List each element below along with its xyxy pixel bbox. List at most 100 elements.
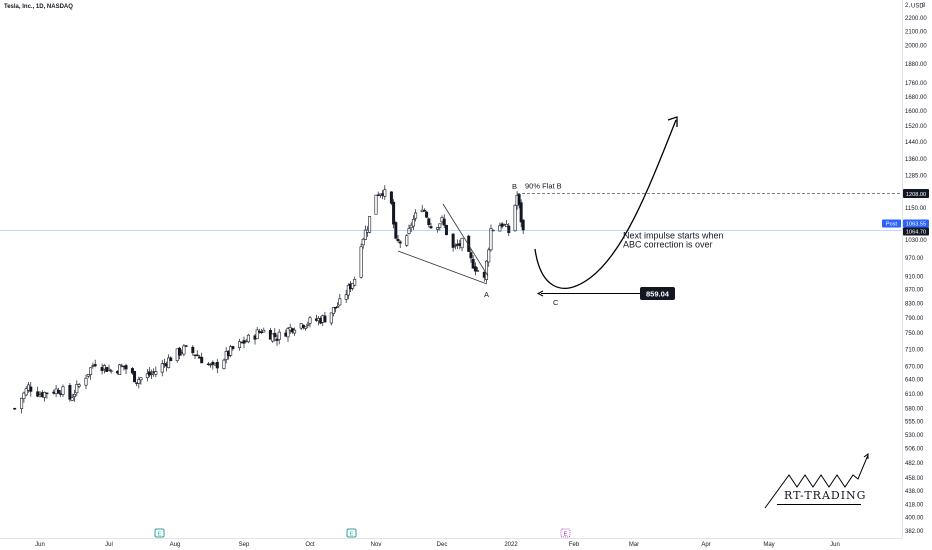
candle-body	[86, 374, 90, 377]
price-tick-label: 418.00	[905, 503, 924, 509]
post-price-tag-label: 1063.55	[906, 222, 926, 228]
candle-body	[353, 279, 357, 286]
candle-body	[89, 367, 93, 375]
candle-body	[22, 392, 26, 399]
candle-body	[505, 223, 509, 227]
earnings-marker-1-label: E	[158, 532, 162, 538]
candle-body	[344, 294, 348, 300]
price-tick-label: 1760.00	[905, 81, 927, 87]
candle-body	[471, 258, 475, 269]
price-tick-label: 1150.00	[905, 206, 927, 212]
candle-body	[331, 307, 335, 314]
candle-body	[487, 249, 491, 263]
candle-body	[238, 341, 242, 348]
price-tick-label: 400.00	[905, 516, 924, 522]
candle-body	[275, 338, 279, 341]
candle-body	[293, 329, 297, 334]
candle-body	[409, 224, 413, 228]
candle-body	[473, 266, 477, 272]
time-tick-label: Dec	[437, 542, 448, 548]
candle-body	[43, 391, 47, 398]
price-tick-label: 482.00	[905, 461, 924, 467]
currency-label: USD	[911, 4, 924, 10]
candle-body	[167, 357, 171, 368]
level-price-tag[interactable]	[903, 189, 929, 198]
candle-body	[429, 226, 433, 229]
price-tick-label: 2100.00	[905, 29, 927, 35]
candle-body	[442, 218, 446, 226]
candle-body	[427, 218, 431, 226]
post-price-tag[interactable]	[903, 219, 929, 228]
last-price-tag[interactable]	[903, 227, 929, 236]
candle-body	[485, 260, 489, 280]
candle-body	[338, 298, 342, 306]
candle-body	[195, 354, 199, 357]
price-axis[interactable]: 2200.00 2100.00 2000.00 1880.00 1760.00 1680.…	[905, 16, 927, 535]
price-tick-label: 1440.00	[905, 140, 927, 146]
time-tick-label: Feb	[569, 542, 580, 548]
earnings-marker-2[interactable]: E	[346, 528, 357, 538]
price-tick-label: 870.00	[905, 288, 924, 294]
price-tick-label: 2000.00	[905, 44, 927, 50]
candle-body	[84, 377, 88, 386]
candle-body	[351, 283, 355, 289]
candle-body	[68, 385, 72, 400]
target-price-label: 859.04	[646, 290, 670, 299]
candle-body	[323, 315, 327, 323]
price-tick-label: 610.00	[905, 392, 924, 398]
time-tick-label: Nov	[371, 542, 382, 548]
wave-a-upper-line	[442, 203, 489, 277]
candle-body	[368, 216, 372, 233]
flat-b-note: 90% Flat B	[525, 182, 562, 191]
price-tick-label: 555.00	[905, 419, 924, 425]
price-tick-label: 750.00	[905, 331, 924, 337]
symbol-title: Tesla, Inc., 1D, NASDAQ	[4, 4, 73, 10]
candle-body	[308, 317, 312, 324]
candle-body	[301, 324, 305, 328]
candle-body	[517, 194, 521, 205]
candle-body	[56, 389, 60, 394]
wave-a-label: A	[484, 290, 489, 299]
price-tick-label: 830.00	[905, 302, 924, 308]
earnings-marker-1[interactable]: E	[154, 528, 165, 538]
rt-trading-logo: RT-TRADING	[764, 453, 869, 509]
price-tick-label: 530.00	[905, 433, 924, 439]
candle-body	[383, 189, 387, 197]
price-axis-top-label: 2,	[905, 3, 910, 9]
price-tick-label: 670.00	[905, 364, 924, 370]
time-tick-label: Oct	[305, 542, 315, 548]
candle-body	[507, 225, 511, 233]
price-tick-label: 1285.00	[905, 173, 927, 179]
time-tick-label: May	[763, 542, 774, 548]
price-tick-label: 710.00	[905, 347, 924, 353]
price-tick-label: 382.00	[905, 529, 924, 535]
candle-body	[154, 371, 158, 375]
time-axis[interactable]: Jun Jul Aug Sep Oct Nov Dec 2022 Feb Mar Apr May Jun	[35, 542, 840, 548]
target-price-box	[640, 287, 675, 300]
candle-body	[513, 204, 517, 232]
candle-body	[363, 229, 367, 240]
candle-body	[169, 357, 173, 362]
candle-body	[392, 201, 396, 225]
candle-body	[407, 228, 411, 234]
time-tick-label: Jul	[105, 542, 113, 548]
last-price-tag-label: 1064.70	[906, 230, 926, 236]
candle-body	[304, 326, 308, 329]
time-tick-label: 2022	[504, 542, 518, 548]
candle-body	[436, 227, 440, 230]
price-tick-label: 506.00	[905, 447, 924, 453]
candle-body	[200, 356, 204, 364]
time-tick-label: Aug	[170, 542, 181, 548]
candle-body	[460, 237, 464, 249]
candle-body	[93, 364, 97, 367]
target-arrowhead	[536, 290, 544, 297]
candle-body	[361, 238, 365, 246]
price-tick-label: 580.00	[905, 407, 924, 413]
earnings-marker-3[interactable]: E	[560, 528, 571, 538]
price-tick-label: 790.00	[905, 316, 924, 322]
candle-body	[411, 219, 415, 227]
time-tick-label: Jun	[830, 542, 840, 548]
earnings-marker-2-label: E	[350, 532, 354, 538]
price-tick-label: 1520.00	[905, 124, 927, 130]
